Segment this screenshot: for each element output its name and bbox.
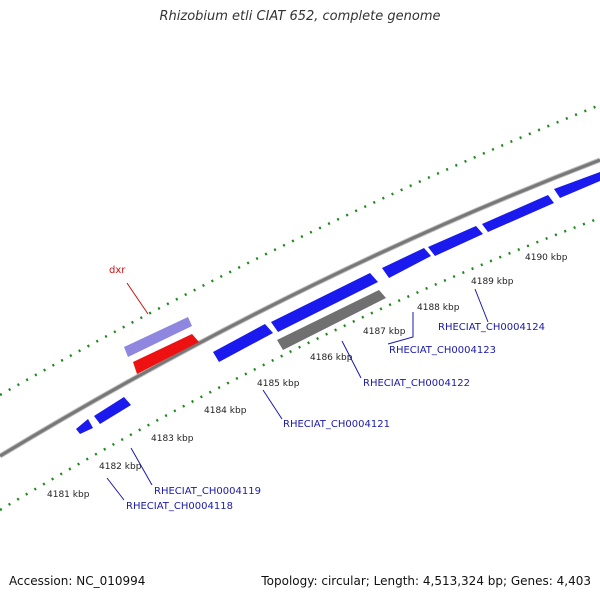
inner-tick-ring (0, 216, 600, 512)
gene-4118-arrow[interactable] (76, 419, 93, 434)
gene-label-4122[interactable]: RHECIAT_CH0004122 (363, 378, 470, 389)
scale-label-4182: 4182 kbp (99, 462, 142, 472)
gene-label-4119[interactable]: RHECIAT_CH0004119 (154, 486, 261, 497)
map-title: Rhizobium etli CIAT 652, complete genome (159, 9, 441, 24)
dxr-leader-line (126, 282, 149, 315)
accession-text: Accession: NC_010994 (9, 574, 146, 588)
gene-4122-arrow[interactable] (271, 273, 378, 332)
gene-4119-arrow[interactable] (94, 397, 131, 424)
dxr-gene-forward[interactable] (124, 317, 192, 357)
leader-4118 (106, 477, 125, 501)
leader-4121 (262, 389, 283, 420)
scale-label-4184: 4184 kbp (204, 406, 247, 416)
leader-4122 (341, 340, 362, 379)
scale-label-4186: 4186 kbp (310, 353, 353, 363)
gene-4123-arrow[interactable] (382, 248, 431, 278)
gene-label-4123[interactable]: RHECIAT_CH0004123 (389, 345, 496, 356)
gene-4124-arrow[interactable] (428, 226, 483, 256)
leader-4123 (387, 312, 414, 345)
gene-label-4118[interactable]: RHECIAT_CH0004118 (126, 501, 233, 512)
scale-label-4188: 4188 kbp (417, 303, 460, 313)
outer-tick-ring (0, 103, 600, 397)
scale-label-4190: 4190 kbp (525, 253, 568, 263)
leader-4124 (474, 288, 489, 323)
gene-label-4124[interactable]: RHECIAT_CH0004124 (438, 322, 545, 333)
gene-4121-arrow[interactable] (213, 324, 273, 362)
scale-label-4187: 4187 kbp (363, 327, 406, 337)
gene-4125-arrow[interactable] (482, 195, 554, 232)
gene-label-dxr[interactable]: dxr (109, 265, 126, 276)
gene-label-4121[interactable]: RHECIAT_CH0004121 (283, 419, 390, 430)
scale-label-4183: 4183 kbp (151, 434, 194, 444)
genome-info-text: Topology: circular; Length: 4,513,324 bp… (261, 574, 591, 588)
leader-4119 (130, 447, 153, 486)
scale-label-4181: 4181 kbp (47, 490, 90, 500)
pseudo-gene-4122b[interactable] (277, 290, 386, 350)
genome-backbone (0, 158, 600, 458)
scale-label-4185: 4185 kbp (257, 379, 300, 389)
gene-4126-arrow[interactable] (554, 172, 600, 198)
scale-label-4189: 4189 kbp (471, 277, 514, 287)
rrna-gene-forward[interactable] (133, 334, 199, 374)
